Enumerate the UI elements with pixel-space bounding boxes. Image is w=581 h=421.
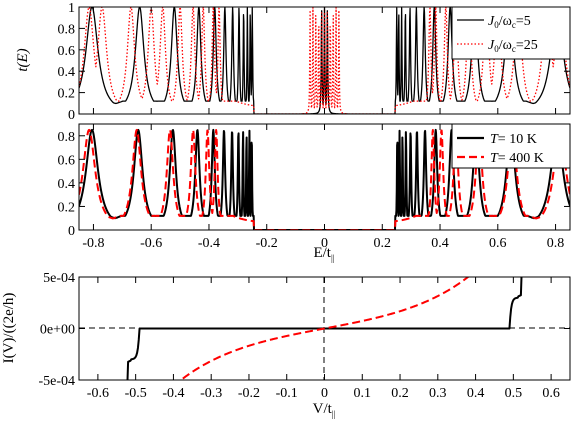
middle-series-1-line [79, 128, 570, 230]
panel-bottom: -5e-04 0e+00 5e-04 -0.6 -0.5 -0.4 -0.3 -0.2 -0.1… [1, 271, 571, 419]
legend2-sub1: 0 [494, 44, 499, 54]
top-ytick-label: 0.4 [58, 65, 76, 80]
legend2-pre: J [488, 38, 495, 53]
middle-xtick-label: 0.2 [374, 236, 392, 251]
panel-middle: 0 0.2 0.4 0.6 0.8 -0.8 -0.6 -0.4 -0.2 0 0.2 0.4 0.6 0… [58, 123, 571, 263]
bottom-xtick-label: -0.1 [276, 386, 298, 401]
middle-ytick-label: 0.6 [58, 153, 76, 168]
middle-ytick-label: 0.8 [58, 130, 76, 145]
bottom-xtick-label: -0.2 [238, 386, 260, 401]
mlegend2-italic: T [490, 151, 499, 166]
bottom-xtick-label: -0.4 [162, 386, 184, 401]
middle-ytick-label: 0.2 [58, 200, 76, 215]
legend1-pre: J [488, 14, 495, 29]
bottom-xtick-label: -0.5 [125, 386, 147, 401]
bottom-xtick-label: 0.6 [542, 386, 560, 401]
bottom-x-axis-label: V/t|| [313, 401, 336, 419]
middle-ytick-label: 0 [68, 224, 75, 239]
top-ytick-label: 0.6 [58, 44, 76, 59]
top-legend-box [451, 6, 571, 60]
middle-ytick-label: 0.4 [58, 177, 76, 192]
top-legend-label-2: J0/ωc=25 [488, 38, 538, 54]
bot-xlabel-main: V/t [313, 401, 333, 417]
bottom-ticks: -5e-04 0e+00 5e-04 -0.6 -0.5 -0.4 -0.3 -0.2 -0.1… [38, 271, 570, 401]
bottom-ytick-label: 5e-04 [43, 271, 75, 286]
middle-xtick-label: 0 [321, 236, 328, 251]
legend2-sub2: c [512, 44, 516, 54]
top-legend: J0/ωc=5 J0/ωc=25 [451, 6, 571, 60]
mlegend1-rest: = 10 K [498, 132, 537, 147]
middle-xtick-label: 0.6 [489, 236, 507, 251]
panel-top: 00.20.40.60.81 t(E) J0/ωc=5 J0/ωc=25 [15, 1, 571, 123]
top-y-axis-label: t(E) [15, 48, 31, 71]
middle-xtick-label: -0.6 [140, 236, 162, 251]
bottom-xtick-label: 0.4 [467, 386, 485, 401]
mid-xlabel-sub: || [331, 253, 335, 263]
mid-xlabel-main: E/t [313, 245, 331, 261]
top-ylabel-text: t(E) [15, 48, 31, 71]
middle-legend-label-2: T= 400 K [490, 151, 544, 166]
bottom-series-group [126, 277, 523, 380]
middle-xtick-label: -0.4 [198, 236, 220, 251]
middle-xtick-label: -0.2 [256, 236, 278, 251]
top-series-1-line [79, 7, 570, 114]
bottom-xtick-label: 0.2 [391, 386, 409, 401]
bottom-ytick-label: -5e-04 [38, 374, 75, 389]
bottom-xtick-label: -0.6 [87, 386, 109, 401]
middle-legend: T= 10 K T= 400 K [451, 123, 571, 169]
bottom-xtick-label: 0.1 [354, 386, 372, 401]
middle-xtick-label: -0.8 [82, 236, 104, 251]
legend1-sub2: c [512, 20, 516, 30]
bottom-xtick-label: 0.3 [429, 386, 447, 401]
legend1-post: =5 [516, 14, 531, 29]
top-plot-frame [78, 6, 571, 115]
bot-xlabel-sub: || [332, 409, 336, 419]
bottom-plot-frame [78, 276, 571, 381]
legend1-mid: /ω [499, 14, 512, 29]
top-ytick-label: 1 [68, 1, 75, 16]
bottom-xtick-label: 0 [321, 386, 328, 401]
middle-xtick-label: 0.4 [431, 236, 449, 251]
middle-legend-box [451, 123, 571, 169]
middle-legend-label-1: T= 10 K [490, 132, 537, 147]
top-legend-label-1: J0/ωc=5 [488, 14, 531, 30]
top-ytick-label: 0 [68, 108, 75, 123]
legend2-mid: /ω [499, 38, 512, 53]
top-ticks: 0 0.2 0.4 0.6 0.8 1 [58, 1, 570, 123]
legend2-post: =25 [516, 38, 538, 53]
mlegend2-rest: = 400 K [498, 151, 544, 166]
middle-x-axis-label: E/t|| [313, 245, 334, 263]
bottom-series-2-line [179, 277, 470, 380]
middle-series-group [79, 128, 570, 230]
mlegend1-italic: T [490, 132, 499, 147]
bottom-xtick-label: -0.3 [200, 386, 222, 401]
top-ytick-label: 0.8 [58, 22, 76, 37]
bottom-y-axis-label: I(V)/((2e/h) [1, 293, 17, 364]
middle-xtick-label: 0.8 [547, 236, 565, 251]
top-ytick-label: 0.2 [58, 87, 76, 102]
bottom-ytick-label: 0e+00 [40, 323, 75, 338]
legend1-sub1: 0 [494, 20, 499, 30]
bottom-xtick-label: 0.5 [505, 386, 523, 401]
middle-plot-frame [78, 123, 571, 231]
top-series-group [79, 7, 570, 114]
middle-ticks: 0 0.2 0.4 0.6 0.8 -0.8 -0.6 -0.4 -0.2 0 0.2 0.4 0.6 0… [58, 124, 570, 251]
